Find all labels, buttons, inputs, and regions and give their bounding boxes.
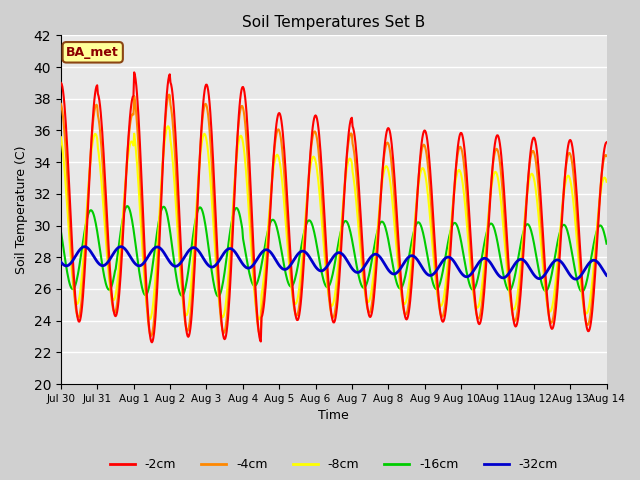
Line: -4cm: -4cm [61,95,607,336]
-32cm [57,259,65,265]
Line: -32cm: -32cm [61,247,607,279]
-8cm [603,179,611,185]
-32cm [222,248,230,253]
-32cm [572,276,580,282]
-8cm [164,123,172,129]
Line: -16cm: -16cm [61,206,607,296]
-8cm [223,293,230,299]
-2cm [121,196,129,202]
-2cm [131,70,138,75]
Y-axis label: Soil Temperature (C): Soil Temperature (C) [15,145,28,274]
-4cm [422,147,429,153]
-8cm [250,281,257,287]
-2cm [422,130,429,135]
-16cm [57,228,65,234]
-32cm [249,263,257,268]
-2cm [57,80,65,86]
-8cm [392,231,399,237]
-32cm [603,273,611,278]
-2cm [603,139,611,145]
-4cm [603,153,611,159]
-4cm [147,333,155,339]
Legend: -2cm, -4cm, -8cm, -16cm, -32cm: -2cm, -4cm, -8cm, -16cm, -32cm [104,453,563,476]
-32cm [390,271,398,277]
-32cm [421,269,429,275]
-32cm [117,244,125,250]
Text: BA_met: BA_met [67,46,119,59]
-4cm [165,92,173,97]
-8cm [422,176,429,181]
-16cm [124,203,131,209]
-2cm [223,328,230,334]
-16cm [121,207,129,213]
-4cm [392,207,399,213]
-2cm [392,187,399,192]
-2cm [148,339,156,345]
-16cm [223,254,230,260]
-8cm [271,160,278,166]
-4cm [223,316,230,322]
-16cm [422,244,429,250]
-16cm [603,241,611,247]
-32cm [122,247,129,252]
Line: -2cm: -2cm [61,72,607,342]
-16cm [392,275,399,280]
-32cm [270,253,278,259]
-16cm [250,283,257,288]
X-axis label: Time: Time [318,409,349,422]
-16cm [214,293,222,299]
Line: -8cm: -8cm [61,126,607,319]
-2cm [250,251,257,256]
-2cm [271,144,278,149]
-8cm [146,316,154,322]
-16cm [271,218,278,224]
-4cm [250,269,257,275]
-8cm [57,134,65,140]
-4cm [271,147,278,153]
Title: Soil Temperatures Set B: Soil Temperatures Set B [242,15,426,30]
-8cm [121,186,129,192]
-4cm [57,101,65,107]
-4cm [121,189,129,195]
